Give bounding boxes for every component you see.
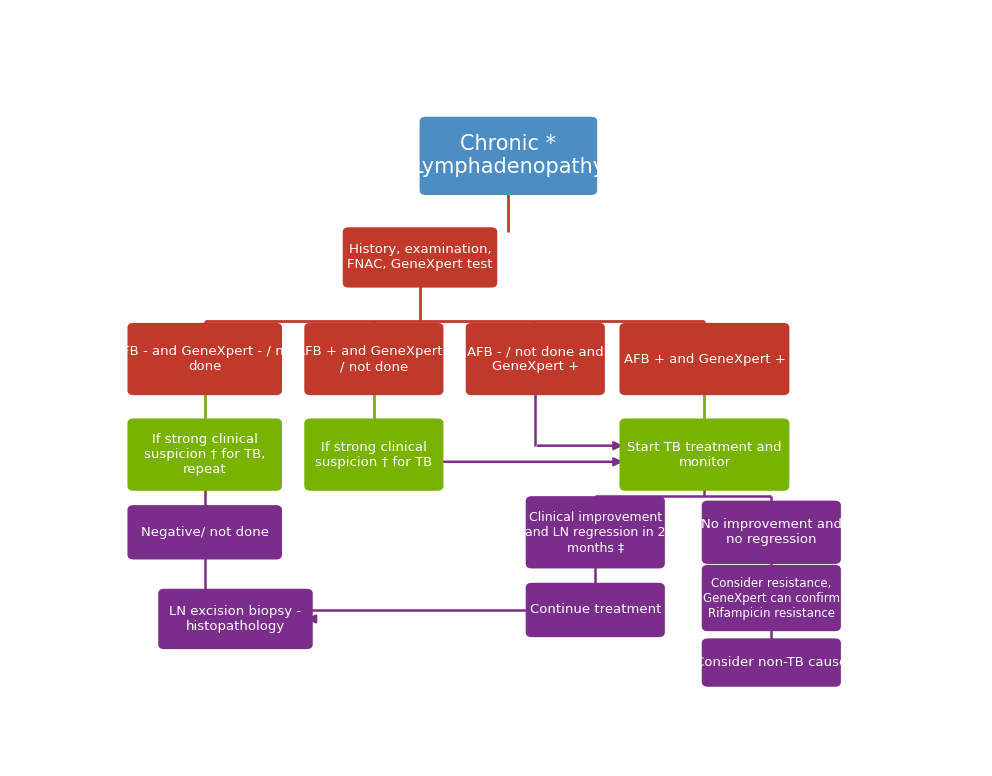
Text: Negative/ not done: Negative/ not done (141, 526, 269, 539)
Text: AFB - / not done and
GeneXpert +: AFB - / not done and GeneXpert + (467, 345, 603, 373)
FancyBboxPatch shape (305, 323, 443, 395)
FancyBboxPatch shape (701, 565, 841, 631)
Text: Consider non-TB cause: Consider non-TB cause (695, 656, 847, 669)
Text: Consider resistance,
GeneXpert can confirm
Rifampicin resistance: Consider resistance, GeneXpert can confi… (702, 577, 840, 619)
FancyBboxPatch shape (526, 583, 665, 637)
FancyBboxPatch shape (127, 323, 282, 395)
FancyBboxPatch shape (465, 323, 605, 395)
Text: AFB - and GeneXpert - / not
done: AFB - and GeneXpert - / not done (113, 345, 297, 373)
FancyBboxPatch shape (526, 496, 665, 569)
Text: AFB + and GeneXpert +: AFB + and GeneXpert + (624, 352, 786, 365)
Text: Continue treatment: Continue treatment (530, 604, 661, 616)
Text: Chronic *
Lymphadenopathy: Chronic * Lymphadenopathy (412, 134, 605, 178)
FancyBboxPatch shape (420, 116, 597, 195)
Text: AFB + and GeneXpert -
/ not done: AFB + and GeneXpert - / not done (296, 345, 451, 373)
FancyBboxPatch shape (701, 639, 841, 687)
FancyBboxPatch shape (127, 418, 282, 490)
FancyBboxPatch shape (701, 501, 841, 564)
Text: No improvement and
no regression: No improvement and no regression (700, 518, 842, 546)
Text: LN excision biopsy -
histopathology: LN excision biopsy - histopathology (170, 605, 302, 633)
Text: Start TB treatment and
monitor: Start TB treatment and monitor (627, 441, 782, 469)
FancyBboxPatch shape (342, 227, 497, 288)
FancyBboxPatch shape (127, 505, 282, 559)
FancyBboxPatch shape (305, 418, 443, 490)
Text: History, examination,
FNAC, GeneXpert test: History, examination, FNAC, GeneXpert te… (347, 244, 493, 272)
FancyBboxPatch shape (158, 589, 312, 649)
FancyBboxPatch shape (619, 418, 790, 490)
FancyBboxPatch shape (619, 323, 790, 395)
Text: If strong clinical
suspicion † for TB: If strong clinical suspicion † for TB (315, 441, 433, 469)
Text: Clinical improvement
and LN regression in 2
months ‡: Clinical improvement and LN regression i… (525, 511, 666, 554)
Text: If strong clinical
suspicion † for TB,
repeat: If strong clinical suspicion † for TB, r… (144, 433, 266, 476)
